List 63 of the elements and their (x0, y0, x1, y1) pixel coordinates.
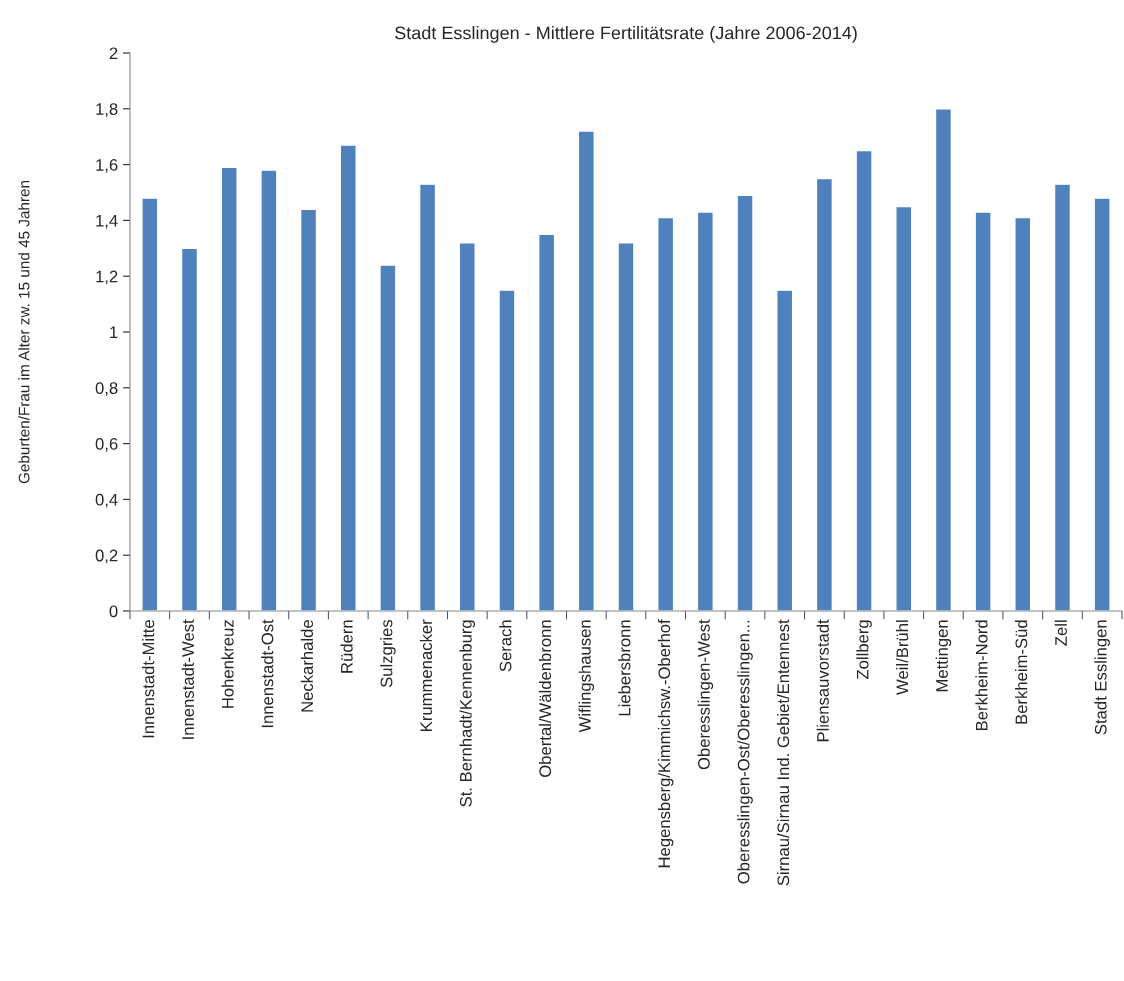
bar (538, 233, 556, 611)
bar (776, 289, 794, 611)
bar (180, 247, 199, 611)
x-tick-label: Zollberg (856, 620, 872, 680)
bar (339, 144, 357, 611)
x-tick-label: Berkheim-Nord (975, 620, 988, 731)
x-tick-label: Weil/Brühl (895, 620, 909, 695)
bar (696, 211, 714, 611)
y-axis-title: Geburten/Frau im Alter zw. 15 und 45 Jahren (18, 180, 30, 484)
x-tick-label: Mettingen (935, 620, 952, 692)
bar (1093, 197, 1111, 611)
bar (577, 130, 595, 611)
x-tick-label: Rüdern (340, 620, 353, 673)
bar (617, 242, 635, 611)
bar (379, 264, 397, 611)
chart-title: Stadt Esslingen - Mittlere Fertilitätsrate (Jahre 2006-2014) (395, 26, 857, 43)
bar (895, 205, 913, 611)
y-tick-label: 0,8 (95, 382, 118, 396)
y-tick-label: 0,4 (95, 493, 118, 508)
bar (934, 108, 953, 611)
x-tick-label: Oberesslingen-West (697, 619, 714, 770)
x-tick-label: Innenstadt-Mitte (142, 620, 155, 738)
bar (220, 166, 238, 611)
bar (458, 242, 476, 611)
x-tick-label: Sirnau/Sirnau Ind. Gebiet/Entennest (776, 619, 790, 886)
x-tick-label: Serach (499, 620, 512, 672)
bar (974, 211, 992, 611)
x-tick-label: Innenstadt-West (181, 619, 194, 739)
y-tick-label: 1,6 (96, 159, 118, 173)
x-tick-label: Berkheim-Süd (1015, 620, 1028, 724)
bar (299, 208, 318, 611)
x-tick-label: St. Bernhadt/Kennenburg (459, 620, 476, 807)
x-tick-label: Neckarhalde (300, 620, 314, 712)
y-tick-label: 2 (109, 47, 118, 60)
y-tick-label: 0,6 (95, 438, 118, 452)
x-tick-label: Hohenkreuz (221, 620, 234, 708)
x-tick-label: Hegensberg/Kimmichsw.-Oberhof (657, 619, 674, 868)
bar (815, 177, 834, 611)
x-tick-label: Innenstadt-Ost (261, 619, 274, 728)
x-tick-label: Obertal/Wäldenbronn (538, 620, 552, 777)
bar (418, 183, 437, 611)
bar (141, 197, 159, 611)
bar (657, 216, 675, 611)
bar (260, 169, 278, 611)
y-tick-label: 0 (109, 605, 118, 618)
x-tick-label: Liebersbronn (618, 620, 631, 716)
y-tick-label: 1 (110, 326, 118, 339)
y-tick-label: 1,4 (96, 214, 118, 229)
y-tick-label: 1,2 (96, 270, 118, 285)
x-tick-label: Oberesslingen-Ost/Oberesslingen... (737, 620, 753, 884)
x-tick-label: Krummenacker (419, 619, 433, 731)
x-tick-label: Wiflingshausen (578, 620, 595, 733)
y-tick-label: 1,8 (96, 103, 118, 117)
bar (855, 149, 873, 611)
bar (1053, 183, 1072, 611)
x-tick-label: Sulzgries (380, 619, 396, 688)
bar (498, 289, 516, 611)
x-tick-label: Pliensauvorstadt (816, 619, 829, 742)
bar (1014, 216, 1032, 611)
x-tick-label: Zell (1054, 620, 1067, 646)
x-tick-label: Stadt Esslingen (1094, 620, 1110, 735)
y-tick-label: 0,2 (95, 549, 118, 564)
bar (736, 194, 754, 611)
